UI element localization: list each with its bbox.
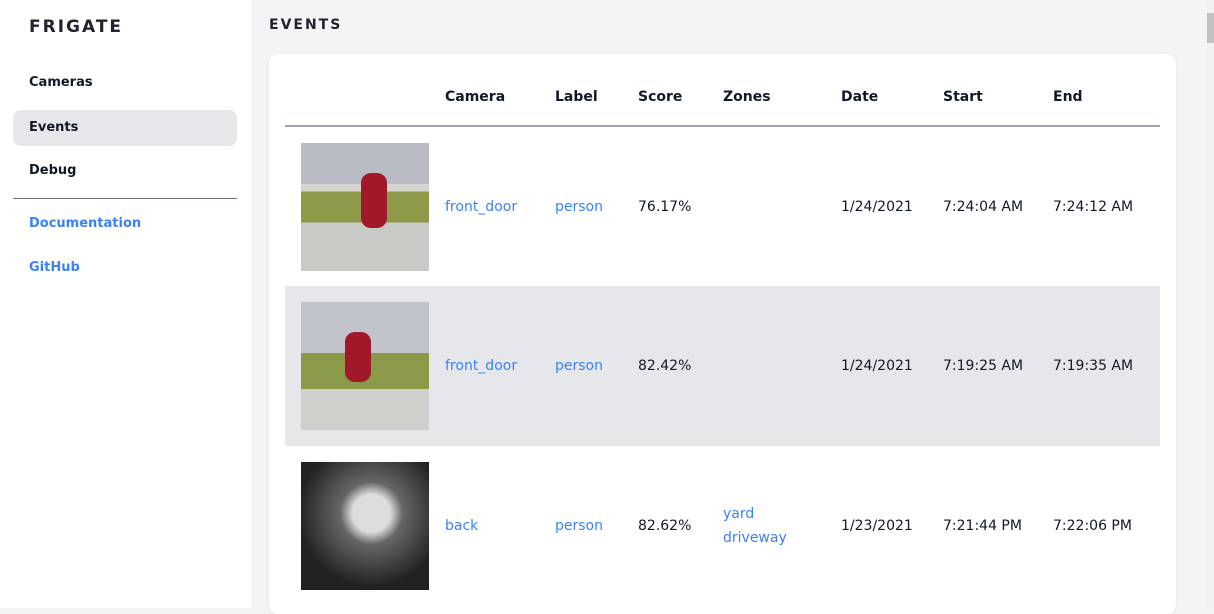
sidebar-item-debug[interactable]: Debug [29, 163, 77, 178]
sidebar: FRIGATE Cameras Events Debug Documentati… [0, 0, 253, 608]
table-row[interactable]: front_door person 82.42% 1/24/2021 7:19:… [285, 286, 1160, 446]
start-time: 7:19:25 AM [943, 286, 1053, 446]
label-link[interactable]: person [555, 518, 603, 534]
scrollbar[interactable] [1207, 0, 1214, 608]
event-thumbnail[interactable] [301, 302, 429, 430]
zone-link[interactable]: yard [723, 506, 755, 522]
header-date: Date [841, 54, 943, 127]
header-start: Start [943, 54, 1053, 127]
zone-link[interactable]: driveway [723, 530, 787, 546]
camera-link[interactable]: back [445, 518, 479, 534]
header-camera: Camera [445, 54, 555, 127]
sidebar-item-cameras[interactable]: Cameras [29, 75, 93, 90]
score: 82.42% [638, 286, 723, 446]
zones [723, 286, 841, 446]
end-time: 7:22:06 PM [1053, 518, 1132, 534]
camera-link[interactable]: front_door [445, 286, 555, 446]
sidebar-divider [13, 198, 237, 199]
label-link[interactable]: person [555, 286, 638, 446]
zones [723, 126, 841, 286]
camera-link[interactable]: front_door [445, 198, 518, 215]
score: 82.62% [638, 518, 692, 534]
header-thumbnail [285, 54, 445, 127]
events-card: Camera Label Score Zones Date Start End … [269, 54, 1176, 614]
start-time: 7:21:44 PM [943, 518, 1022, 534]
header-score: Score [638, 54, 723, 127]
zones: yard driveway [723, 446, 841, 606]
header-zones: Zones [723, 54, 841, 127]
header-end: End [1053, 54, 1160, 127]
brand-logo: FRIGATE [29, 17, 124, 37]
event-thumbnail[interactable] [301, 142, 429, 271]
github-link[interactable]: GitHub [29, 260, 80, 275]
main-content: EVENTS Camera Label Score Zones Date Sta… [253, 0, 1207, 614]
score: 76.17% [638, 198, 692, 215]
table-row[interactable]: back person 82.62% yard driveway 1/23/202… [285, 446, 1160, 606]
events-table: Camera Label Score Zones Date Start End … [285, 54, 1160, 606]
end-time: 7:24:12 AM [1053, 198, 1134, 215]
page-title: EVENTS [269, 17, 343, 33]
date: 1/24/2021 [841, 198, 913, 215]
table-row[interactable]: front_door person 76.17% 1/24/2021 7:24:… [285, 126, 1160, 286]
sidebar-item-events[interactable]: Events [13, 110, 237, 146]
end-time: 7:19:35 AM [1053, 286, 1160, 446]
documentation-link[interactable]: Documentation [29, 216, 142, 231]
date: 1/24/2021 [841, 286, 943, 446]
label-link[interactable]: person [555, 198, 603, 215]
table-header: Camera Label Score Zones Date Start End [285, 54, 1160, 127]
date: 1/23/2021 [841, 518, 913, 534]
start-time: 7:24:04 AM [943, 198, 1024, 215]
event-thumbnail[interactable] [301, 462, 429, 590]
header-label: Label [555, 54, 638, 127]
scrollbar-thumb[interactable] [1207, 13, 1214, 43]
